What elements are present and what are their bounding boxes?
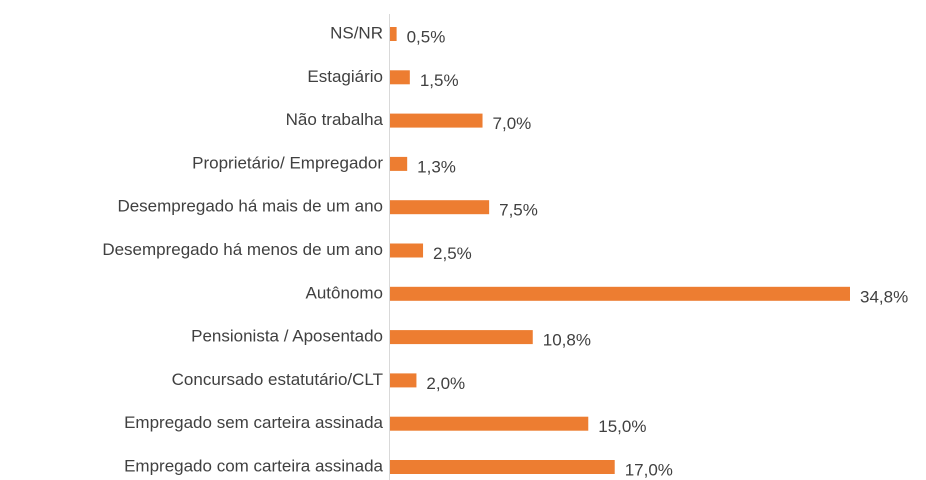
- category-label: Empregado sem carteira assinada: [124, 413, 383, 432]
- value-label: 10,8%: [543, 331, 591, 350]
- bar: [390, 286, 850, 301]
- category-label: Concursado estatutário/CLT: [172, 370, 383, 389]
- value-label: 1,3%: [417, 157, 456, 176]
- bar: [390, 70, 410, 85]
- value-label: 34,8%: [860, 287, 908, 306]
- category-label: Autônomo: [306, 283, 384, 302]
- category-label: Pensionista / Aposentado: [191, 327, 383, 346]
- bar: [390, 200, 490, 215]
- value-label: 2,0%: [426, 374, 465, 393]
- bar: [390, 416, 589, 431]
- value-label: 7,0%: [493, 114, 532, 133]
- value-label: 2,5%: [433, 244, 472, 263]
- category-label: Desempregado há menos de um ano: [102, 240, 383, 259]
- value-label: 7,5%: [499, 201, 538, 220]
- value-label: 0,5%: [407, 27, 446, 46]
- value-label: 15,0%: [598, 417, 646, 436]
- bar: [390, 156, 408, 171]
- bar: [390, 330, 533, 345]
- category-label: NS/NR: [330, 23, 383, 42]
- value-label: 1,5%: [420, 71, 459, 90]
- bar: [390, 27, 397, 41]
- category-label: Proprietário/ Empregador: [192, 153, 383, 172]
- category-label: Estagiário: [307, 67, 383, 86]
- category-label: Não trabalha: [286, 110, 384, 129]
- bar: [390, 460, 615, 474]
- category-label: Desempregado há mais de um ano: [117, 197, 383, 216]
- value-label: 17,0%: [625, 460, 673, 479]
- bar: [390, 243, 424, 258]
- category-label: Empregado com carteira assinada: [124, 456, 383, 475]
- bar: [390, 373, 417, 388]
- bar: [390, 113, 483, 128]
